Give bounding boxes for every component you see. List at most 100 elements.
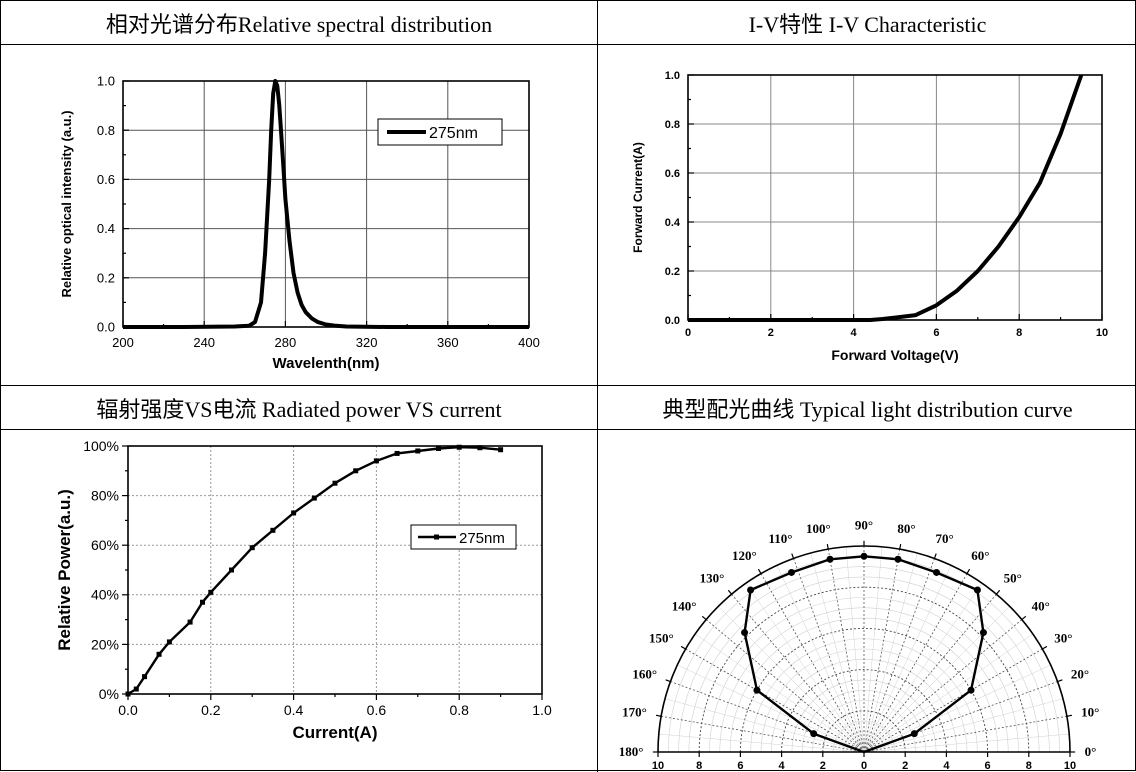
y-tick-label: 0.8 <box>665 119 680 131</box>
legend-label: 275nm <box>459 530 505 547</box>
polar-chart-cell: 10 8 6 4 2 0 2 4 6 8 10 0° 10° 20° 30° 40° 50° 60° 70° 80° 9… <box>598 430 1136 772</box>
series-line <box>688 74 1084 322</box>
x-tick-label: 0.0 <box>118 702 138 718</box>
polar-data-point <box>979 629 987 637</box>
angle-label: 0° <box>1085 744 1097 759</box>
x-tick-label: 320 <box>356 335 378 350</box>
x-axis-title: Forward Voltage(V) <box>831 347 958 363</box>
legend-marker <box>434 534 439 540</box>
spectral-chart-cell: 200 240 280 320 360 400 0.0 0.2 0.4 0.6 0.8 1.0 Wave… <box>1 45 598 386</box>
angle-label: 120° <box>732 548 757 563</box>
data-point <box>125 691 131 697</box>
angle-label: 180° <box>619 744 644 759</box>
x-tick-label: 0.8 <box>449 702 469 718</box>
y-axis-title: Forward Current(A) <box>631 142 645 253</box>
y-tick-label: 40% <box>91 587 119 603</box>
polar-spoke <box>677 664 865 753</box>
polar-spoke <box>664 698 865 753</box>
polar-ring <box>832 720 896 753</box>
header-iv: I-V特性 I-V Characteristic <box>598 1 1136 45</box>
iv-chart: 0 2 4 6 8 10 0.0 0.2 0.4 0.6 0.8 1.0 Forward Voltage… <box>631 70 1108 363</box>
x-tick-label: 8 <box>1016 327 1022 339</box>
polar-ring <box>760 648 968 753</box>
angle-label: 40° <box>1032 598 1050 613</box>
data-point <box>187 619 193 625</box>
x-tick-label: 1.0 <box>532 702 552 718</box>
y-tick-label: 1.0 <box>665 70 680 82</box>
radial-tick-label: 2 <box>820 760 826 771</box>
polar-data-point <box>894 555 902 563</box>
radial-tick-label: 8 <box>696 760 702 771</box>
x-tick-label: 10 <box>1096 327 1108 339</box>
x-tick-label: 360 <box>437 335 459 350</box>
polar-outer-arc <box>657 545 1071 753</box>
polar-spoke <box>863 546 883 753</box>
polar-data-point <box>973 586 981 594</box>
power-chart-cell: 0.0 0.2 0.4 0.6 0.8 1.0 0% 20% 40% 60% 80% 100% Curr… <box>1 430 598 772</box>
spectral-chart: 200 240 280 320 360 400 0.0 0.2 0.4 0.6 0.8 1.0 Wave… <box>59 74 540 372</box>
angle-tick-mark <box>1042 645 1048 650</box>
y-tick-label: 0.2 <box>97 270 115 285</box>
angle-tick-mark <box>1021 615 1027 621</box>
x-tick-label: 280 <box>275 335 297 350</box>
angle-tick-mark <box>899 543 902 550</box>
polar-data-point <box>787 568 795 576</box>
angle-tick-mark <box>701 615 707 621</box>
radial-tick-label: 10 <box>652 760 664 771</box>
x-tick-label: 2 <box>768 327 774 339</box>
plot-frame <box>122 80 530 328</box>
radial-tick-label: 10 <box>1064 760 1076 771</box>
angle-label: 90° <box>855 517 873 532</box>
data-point <box>436 445 441 451</box>
header-power: 辐射强度VS电流 Radiated power VS current <box>1 386 598 430</box>
radial-tick-label: 8 <box>1026 760 1032 771</box>
y-axis-title: Relative optical intensity (a.u.) <box>59 110 74 297</box>
data-point <box>415 448 421 454</box>
polar-data-point <box>967 686 975 694</box>
x-tick-label: 240 <box>193 335 215 350</box>
data-point <box>394 450 400 456</box>
angle-label: 80° <box>897 521 915 536</box>
data-point <box>332 480 338 486</box>
polar-spoke <box>845 546 865 753</box>
radial-tick-label: 6 <box>737 760 743 771</box>
polar-spoke <box>863 583 983 753</box>
data-point <box>249 545 255 551</box>
data-point <box>156 651 162 657</box>
y-tick-label: 0.4 <box>665 217 681 229</box>
y-tick-label: 0.4 <box>97 221 115 236</box>
polar-spoke <box>776 565 865 753</box>
data-point <box>353 468 359 474</box>
radial-tick-label: 2 <box>902 760 908 771</box>
data-point <box>270 527 276 533</box>
x-tick-label: 0.2 <box>201 702 221 718</box>
data-point <box>208 589 214 595</box>
polar-data-point <box>910 730 918 738</box>
angle-label: 160° <box>632 666 657 681</box>
polar-data-point <box>933 568 941 576</box>
power-chart: 0.0 0.2 0.4 0.6 0.8 1.0 0% 20% 40% 60% 80% 100% Curr… <box>55 438 552 742</box>
angle-label: 100° <box>806 521 831 536</box>
angle-tick-mark <box>1057 679 1063 683</box>
polar-spoke <box>810 552 865 753</box>
angle-label: 50° <box>1004 570 1022 585</box>
angle-label: 30° <box>1054 631 1072 646</box>
legend-label: 275nm <box>429 125 478 142</box>
polar-spoke <box>863 633 1033 753</box>
plot-frame <box>127 445 543 695</box>
x-axis-title: Current(A) <box>293 723 378 742</box>
angle-label: 130° <box>700 570 725 585</box>
polar-ring <box>709 597 1019 753</box>
y-tick-label: 0.6 <box>97 172 115 187</box>
angle-tick-mark <box>995 589 1001 595</box>
polar-ring <box>688 576 1040 753</box>
angle-label: 60° <box>971 548 989 563</box>
angle-tick-mark <box>665 679 671 683</box>
angle-tick-mark <box>1066 714 1073 717</box>
polar-spoke <box>863 664 1051 753</box>
polar-chart: 10 8 6 4 2 0 2 4 6 8 100°10°20°30°40°50°60°70°80°9… <box>619 517 1100 772</box>
iv-chart-cell: 0 2 4 6 8 10 0.0 0.2 0.4 0.6 0.8 1.0 Forward Voltage… <box>598 45 1136 386</box>
polar-data-point <box>747 586 755 594</box>
y-tick-label: 0.0 <box>665 315 680 327</box>
